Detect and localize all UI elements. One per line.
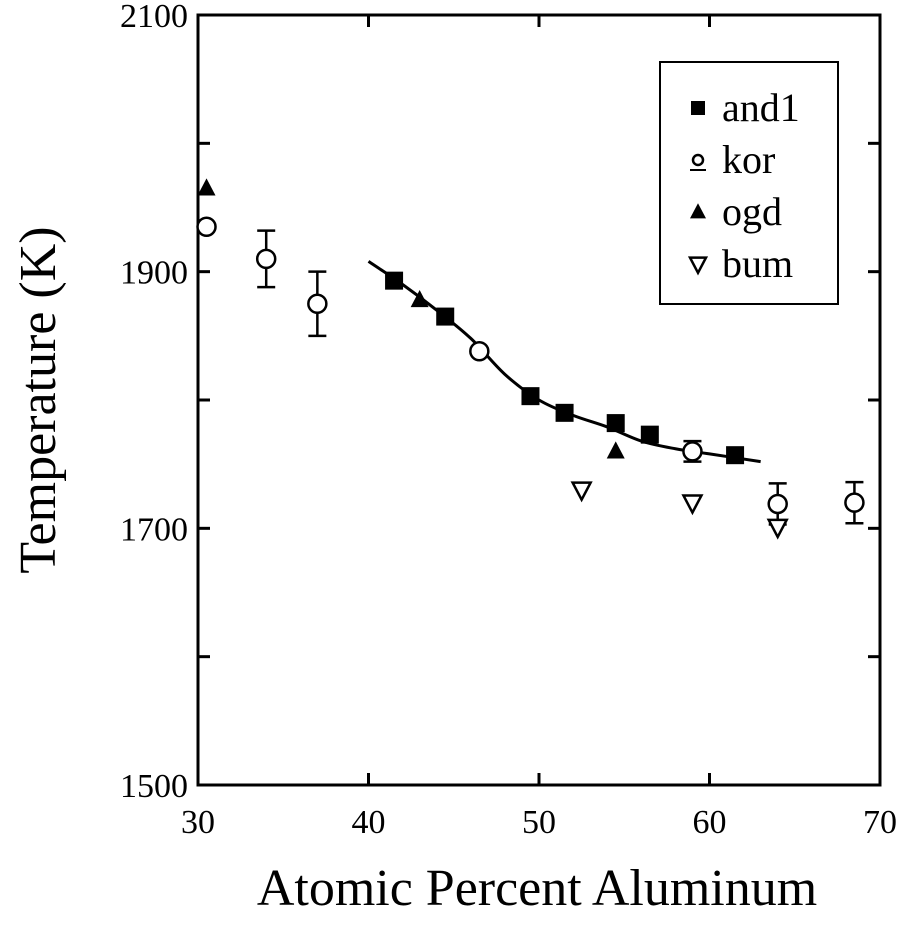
legend-marker-and1 [691, 101, 705, 115]
data-point-and1 [521, 387, 540, 406]
legend-label: kor [722, 137, 775, 182]
data-point-and1 [606, 414, 625, 433]
y-tick-label: 1900 [120, 255, 188, 292]
axis-ticks [196, 13, 882, 787]
x-tick-label: 40 [352, 804, 386, 841]
data-point-kor [469, 340, 490, 362]
legend-label: bum [722, 241, 793, 286]
x-tick-label: 50 [522, 804, 556, 841]
axis-tick-labels: 30 40 50 60 70 1500 1700 1900 2100 [120, 0, 897, 841]
data-point-kor [844, 492, 865, 513]
data-point-bum [570, 481, 593, 503]
data-point-kor [682, 441, 703, 462]
data-point-bum [766, 518, 789, 540]
data-point-and1 [640, 425, 659, 444]
data-marks [196, 178, 865, 540]
x-axis-label: Atomic Percent Aluminum [257, 860, 817, 917]
y-tick-label: 2100 [120, 0, 188, 35]
data-point-ogd [606, 441, 625, 459]
legend-label: ogd [722, 189, 782, 234]
data-point-and1 [385, 271, 404, 290]
data-point-and1 [555, 403, 574, 422]
x-tick-label: 30 [181, 804, 215, 841]
legend-marker-ogd [690, 203, 706, 219]
y-tick-label: 1500 [120, 768, 188, 805]
legend-marker-kor [691, 153, 705, 167]
data-point-ogd [410, 290, 429, 308]
data-point-bum [681, 494, 704, 516]
data-point-ogd [197, 178, 216, 196]
data-point-kor [196, 216, 217, 237]
legend: and1 kor ogd bum [687, 85, 800, 286]
x-tick-label: 70 [863, 804, 897, 841]
data-point-kor [307, 293, 328, 314]
data-point-kor [255, 248, 277, 270]
data-point-and1 [436, 307, 455, 326]
data-point-and1 [726, 446, 745, 465]
legend-box [659, 61, 839, 305]
data-point-kor [767, 493, 788, 515]
y-axis-label: Temperature (K) [10, 226, 67, 573]
legend-label: and1 [722, 85, 800, 130]
y-tick-label: 1700 [120, 511, 188, 548]
legend-marker-bum [687, 256, 709, 276]
x-tick-label: 60 [693, 804, 727, 841]
